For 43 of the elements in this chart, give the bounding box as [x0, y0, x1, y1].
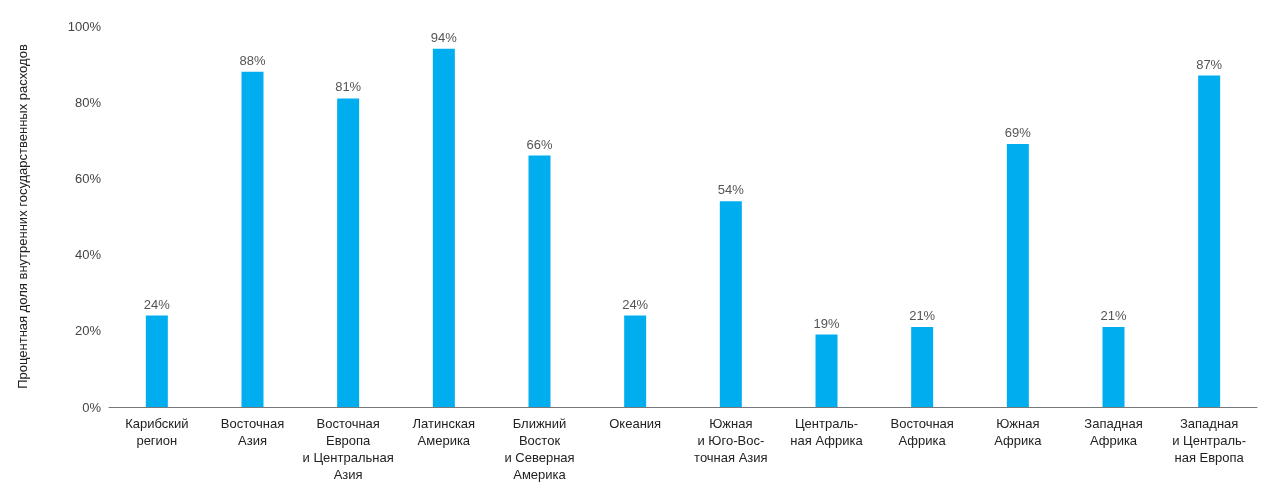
data-label: 94%: [430, 29, 458, 45]
x-tick-label: Карибский регион: [125, 416, 189, 448]
bar: [337, 98, 360, 407]
bar: [1006, 144, 1029, 407]
data-label: 24%: [143, 296, 171, 312]
data-label: 21%: [1100, 307, 1127, 323]
data-label: 69%: [1004, 125, 1032, 141]
x-tick-label: Южная Африка: [994, 416, 1043, 448]
x-tick-label: Западная Африка: [1084, 416, 1143, 448]
x-tick-label: Латинская Америка: [412, 416, 476, 448]
x-tick-label: Южная и Юго-Вос- точная Азия: [694, 416, 768, 465]
y-axis-title: Процентная доля внутренних государственных расходов: [15, 44, 30, 389]
y-tick-label: 0%: [82, 399, 102, 415]
x-tick-label: Централь- ная Африка: [790, 416, 864, 448]
y-tick-label: 60%: [74, 170, 102, 186]
data-label: 24%: [622, 296, 649, 312]
x-tick-label: Восточная Африка: [890, 416, 954, 448]
bar: [528, 155, 551, 407]
bar: [1198, 75, 1221, 407]
x-tick-label: Ближний Восток и Северная Америка: [504, 416, 575, 482]
data-label: 66%: [526, 136, 553, 152]
y-tick-label: 20%: [74, 323, 102, 339]
data-label: 54%: [717, 182, 745, 198]
y-tick-label: 40%: [74, 247, 102, 263]
data-label: 21%: [909, 307, 936, 323]
bar: [911, 326, 934, 407]
data-label: 87%: [1196, 56, 1223, 72]
data-label: 19%: [813, 315, 840, 331]
y-tick-label: 100%: [67, 18, 102, 34]
bar: [815, 334, 838, 407]
bar: [1102, 326, 1125, 407]
bar: [432, 48, 455, 407]
x-tick-label: Восточная Азия: [220, 416, 285, 448]
x-tick-label: Океания: [609, 416, 662, 431]
data-label: 81%: [335, 79, 362, 95]
y-tick-label: 80%: [74, 94, 102, 110]
x-tick-label: Западная и Централь- ная Европа: [1172, 416, 1247, 465]
x-tick-label: Восточная Европа и Центральная Азия: [302, 416, 394, 482]
bar: [719, 201, 742, 407]
bar: [145, 315, 168, 407]
data-label: 88%: [239, 52, 266, 68]
bar: [624, 315, 647, 407]
bar: [241, 71, 264, 407]
